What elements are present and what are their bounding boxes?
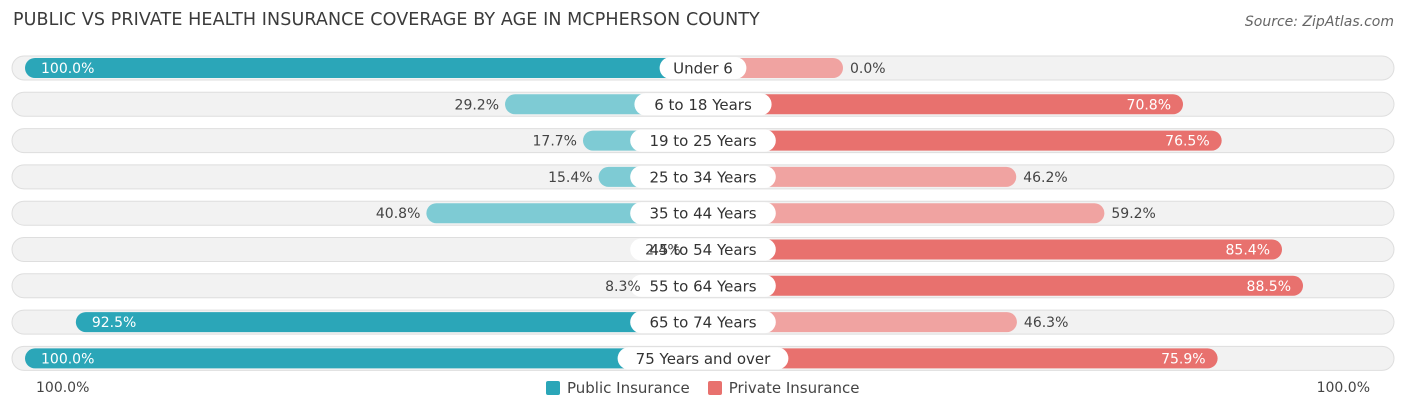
bar-public [25,58,703,78]
category-label: 6 to 18 Years [654,96,752,114]
bar-private [703,348,1218,369]
value-label-public: 17.7% [533,134,577,150]
category-pill [630,238,776,261]
category-pill [630,311,776,334]
value-label-public: 40.8% [376,206,420,222]
value-label-private: 59.2% [1111,206,1155,222]
legend-swatch-private [707,381,722,395]
chart-row: 55 to 64 Years 8.3% 88.5% [11,273,1395,299]
legend-label-private: Private Insurance [728,379,860,397]
axis-left-label: 100.0% [36,380,90,396]
value-label-public: 29.2% [455,97,499,113]
value-label-private: 70.8% [1127,97,1171,113]
value-label-private: 75.9% [1161,351,1205,367]
category-label: 19 to 25 Years [649,132,756,150]
value-label-private: 0.0% [850,61,886,77]
category-pill [630,274,776,297]
bar-private [703,166,1017,187]
bar-private [703,130,1222,151]
chart-row: 19 to 25 Years 17.7% 76.5% [11,128,1395,154]
bar-private [703,275,1304,296]
category-pill [630,165,776,188]
bar-private [703,239,1283,260]
bar-public [75,312,704,333]
value-label-private: 76.5% [1165,134,1209,150]
source-note: Source: ZipAtlas.com [1244,14,1394,30]
category-label: Under 6 [673,60,733,78]
legend-item-private: Private Insurance [707,379,860,397]
bar-private [703,94,1184,115]
category-label: 45 to 54 Years [649,241,756,259]
chart-row: 35 to 44 Years 40.8% 59.2% [11,200,1395,226]
category-label: 35 to 44 Years [649,205,756,223]
value-label-public: 100.0% [41,61,94,77]
value-label-public: 92.5% [92,315,136,331]
axis-right-label: 100.0% [1316,380,1370,396]
category-label: 75 Years and over [636,350,771,368]
category-label: 65 to 74 Years [649,314,756,332]
value-label-private: 85.4% [1226,243,1270,259]
category-pill [634,93,772,116]
chart-row: Under 6 100.0% 0.0% [11,55,1395,81]
chart-row: 65 to 74 Years 92.5% 46.3% [11,309,1395,335]
value-label-public: 8.3% [605,279,641,295]
category-pill [630,202,776,225]
chart-row: 6 to 18 Years 29.2% 70.8% [11,91,1395,117]
category-pill [630,129,776,152]
legend-item-public: Public Insurance [546,379,690,397]
bar-public [25,348,703,369]
value-label-private: 46.2% [1023,170,1067,186]
value-label-private: 46.3% [1024,315,1068,331]
category-pill [659,57,747,79]
legend-swatch-public [546,381,560,395]
legend: Public Insurance Private Insurance [546,379,859,397]
chart-title: PUBLIC VS PRIVATE HEALTH INSURANCE COVER… [13,10,760,30]
value-label-private: 88.5% [1247,279,1291,295]
legend-label-public: Public Insurance [567,379,690,397]
chart-row: 75 Years and over 100.0% 75.9% [11,345,1395,371]
category-label: 25 to 34 Years [649,168,756,186]
chart-row: 25 to 34 Years 15.4% 46.2% [11,164,1395,190]
bar-private [703,312,1017,333]
bar-private [703,203,1105,224]
value-label-public: 15.4% [548,170,592,186]
value-label-public: 100.0% [41,351,94,367]
value-label-public: 2.4% [645,243,681,259]
category-pill [617,347,789,370]
category-label: 55 to 64 Years [649,277,756,295]
